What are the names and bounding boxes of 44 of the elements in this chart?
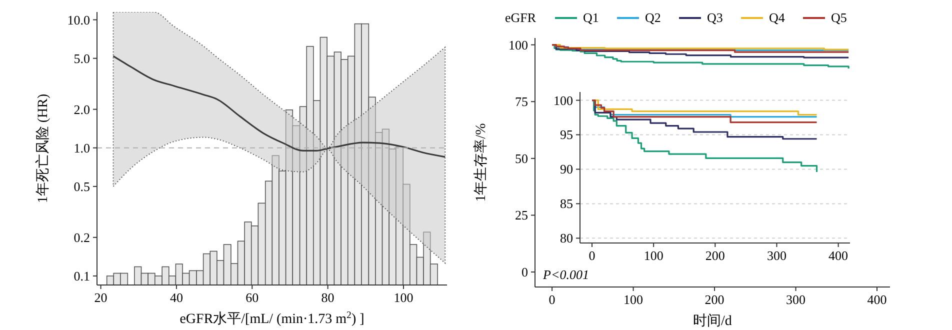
y-tick-label: 80 (560, 230, 573, 246)
x-tick-label: 100 (644, 248, 664, 263)
x-tick-label: 400 (867, 292, 887, 307)
legend-label: Q3 (707, 10, 723, 25)
y-tick-label: 95 (560, 127, 573, 142)
legend-label: Q1 (583, 10, 599, 25)
x-tick-label: 40 (170, 290, 183, 305)
y-tick-label: 25 (515, 208, 528, 223)
legend-label: Q2 (645, 10, 661, 25)
legend-label: Q4 (769, 10, 786, 25)
x-tick-label: 0 (588, 248, 596, 263)
y-tick-label: 2.0 (74, 102, 90, 117)
line-series (112, 55, 446, 158)
x-tick-label: 400 (828, 248, 848, 263)
y-tick-label: 100 (508, 37, 528, 52)
y-tick-label: 0.2 (74, 230, 90, 245)
y-tick-label: 5.0 (74, 50, 90, 66)
y-tick-label: 0.5 (74, 178, 90, 194)
annotation: P<0.001 (542, 267, 589, 282)
x-tick-label: 100 (394, 290, 414, 305)
x-tick-label: 0 (548, 292, 556, 307)
x-tick-label: 300 (766, 248, 786, 263)
y-tick-label: 50 (515, 150, 528, 166)
y-tick-label: 75 (515, 94, 528, 110)
y-tick-label: 0.1 (74, 268, 90, 284)
y-axis-title: 1年生存率/% (473, 122, 489, 202)
y-tick-label: 85 (560, 196, 573, 212)
legend-label: Q5 (831, 10, 847, 25)
y-tick-label: 0 (522, 264, 528, 280)
x-tick-label: 20 (94, 290, 108, 305)
x-tick-label: 80 (321, 290, 334, 305)
x-tick-label: 200 (705, 248, 725, 263)
y-axis-title: 1年死亡风险 (HR) (35, 94, 51, 204)
y-tick-label: 100 (554, 92, 573, 108)
x-tick-label: 100 (624, 292, 644, 307)
y-tick-label: 1.0 (74, 140, 90, 156)
x-tick-label: 300 (786, 292, 806, 307)
legend-title: eGFR (505, 10, 536, 25)
x-tick-label: 60 (246, 290, 259, 305)
x-tick-label: 200 (704, 292, 724, 307)
y-tick-label: 90 (560, 162, 573, 177)
y-tick-label: 10.0 (67, 12, 90, 28)
x-axis-title: eGFR水平/[mL/ (min·1.73 m$^{2}$) ] (180, 310, 364, 327)
x-axis-title: 时间/d (693, 313, 732, 329)
